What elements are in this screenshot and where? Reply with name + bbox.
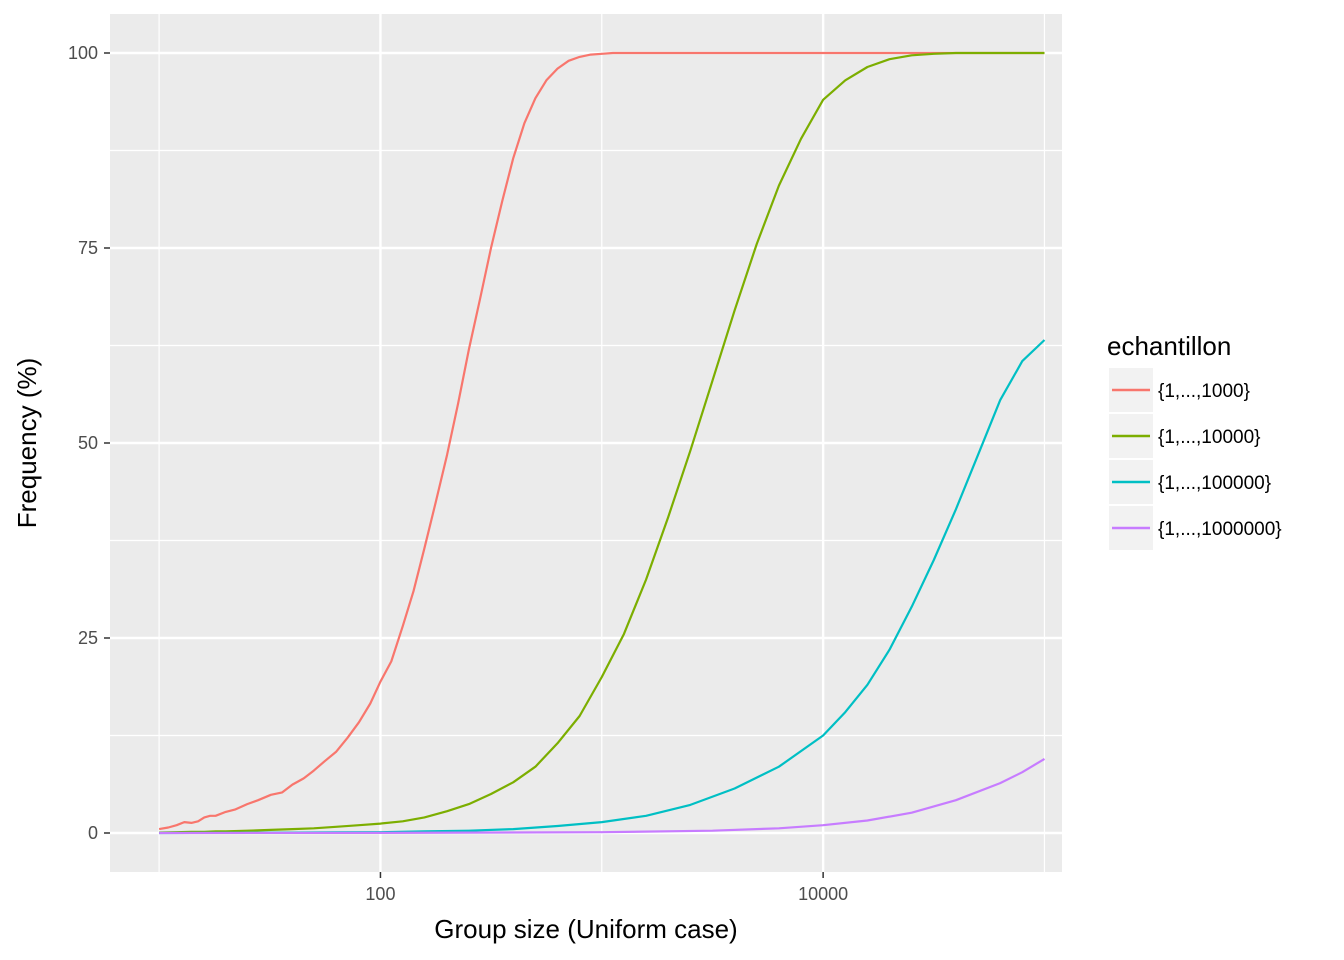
x-tick-label: 100 [365,884,395,904]
y-axis-title: Frequency (%) [12,358,42,529]
series-line [159,757,1046,835]
legend: echantillon {1,...,1000} {1,...,10000} {1,… [1107,331,1282,550]
y-tick-label: 50 [78,433,98,453]
x-axis-title: Group size (Uniform case) [434,914,737,944]
legend-label: {1,...,10000} [1158,427,1261,448]
legend-label: {1,...,100000} [1158,473,1271,494]
y-tick-label: 75 [78,238,98,258]
legend-label: {1,...,1000} [1158,381,1250,402]
legend-title: echantillon [1107,331,1231,361]
axis-tick-labels: 100 10000 0 25 50 75 100 [68,43,848,904]
series-lines [158,51,1046,835]
axis-ticks [104,52,824,878]
legend-label: {1,...,1000000} [1158,519,1282,540]
x-tick-label: 10000 [798,884,848,904]
series-line [159,51,1045,834]
y-tick-label: 100 [68,43,98,63]
series-line [158,51,1045,831]
y-tick-label: 0 [88,823,98,843]
y-tick-label: 25 [78,628,98,648]
